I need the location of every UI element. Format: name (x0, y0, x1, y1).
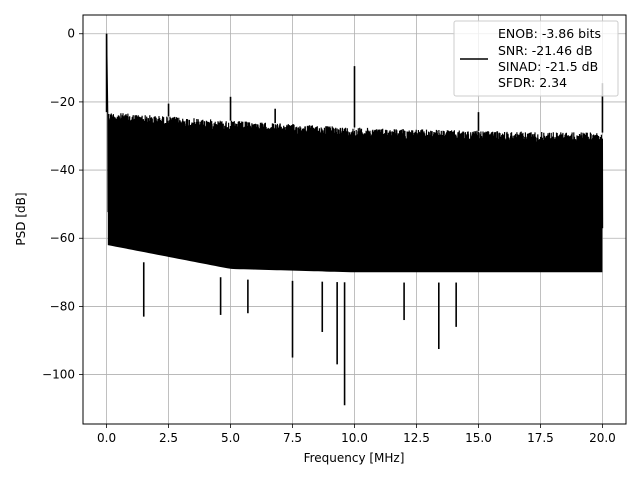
x-tick-label: 10.0 (341, 431, 368, 445)
x-tick-label: 0.0 (97, 431, 116, 445)
legend-line-sinad: SINAD: -21.5 dB (498, 59, 598, 74)
y-tick-label: −20 (50, 95, 75, 109)
x-tick-label: 15.0 (465, 431, 492, 445)
x-axis-ticks: 0.0 2.5 5.0 7.5 10.0 12.5 15.0 17.5 20.0 (97, 424, 616, 445)
x-tick-label: 17.5 (527, 431, 554, 445)
psd-noise-band (106, 33, 604, 256)
y-axis-label: PSD [dB] (14, 192, 28, 245)
legend-line-snr: SNR: -21.46 dB (498, 43, 593, 58)
legend-line-sfdr: SFDR: 2.34 (498, 75, 567, 90)
y-tick-label: −100 (42, 368, 75, 382)
x-tick-label: 5.0 (221, 431, 240, 445)
y-tick-label: −60 (50, 231, 75, 245)
y-axis-ticks: 0 −20 −40 −60 −80 −100 (42, 27, 83, 382)
x-tick-label: 2.5 (159, 431, 178, 445)
y-tick-label: −40 (50, 163, 75, 177)
legend: ENOB: -3.86 bits SNR: -21.46 dB SINAD: -… (453, 20, 619, 97)
x-tick-label: 12.5 (403, 431, 430, 445)
x-tick-label: 7.5 (283, 431, 302, 445)
psd-noise-core (107, 122, 603, 273)
x-axis-label: Frequency [MHz] (304, 451, 405, 465)
plot-area (105, 33, 604, 406)
legend-box (453, 20, 619, 97)
y-tick-label: −80 (50, 299, 75, 313)
legend-line-enob: ENOB: -3.86 bits (498, 26, 601, 41)
psd-trace (105, 33, 604, 406)
x-tick-label: 20.0 (589, 431, 616, 445)
legend-label: ENOB: -3.86 bits SNR: -21.46 dB SINAD: -… (498, 26, 605, 90)
y-tick-label: 0 (67, 27, 75, 41)
